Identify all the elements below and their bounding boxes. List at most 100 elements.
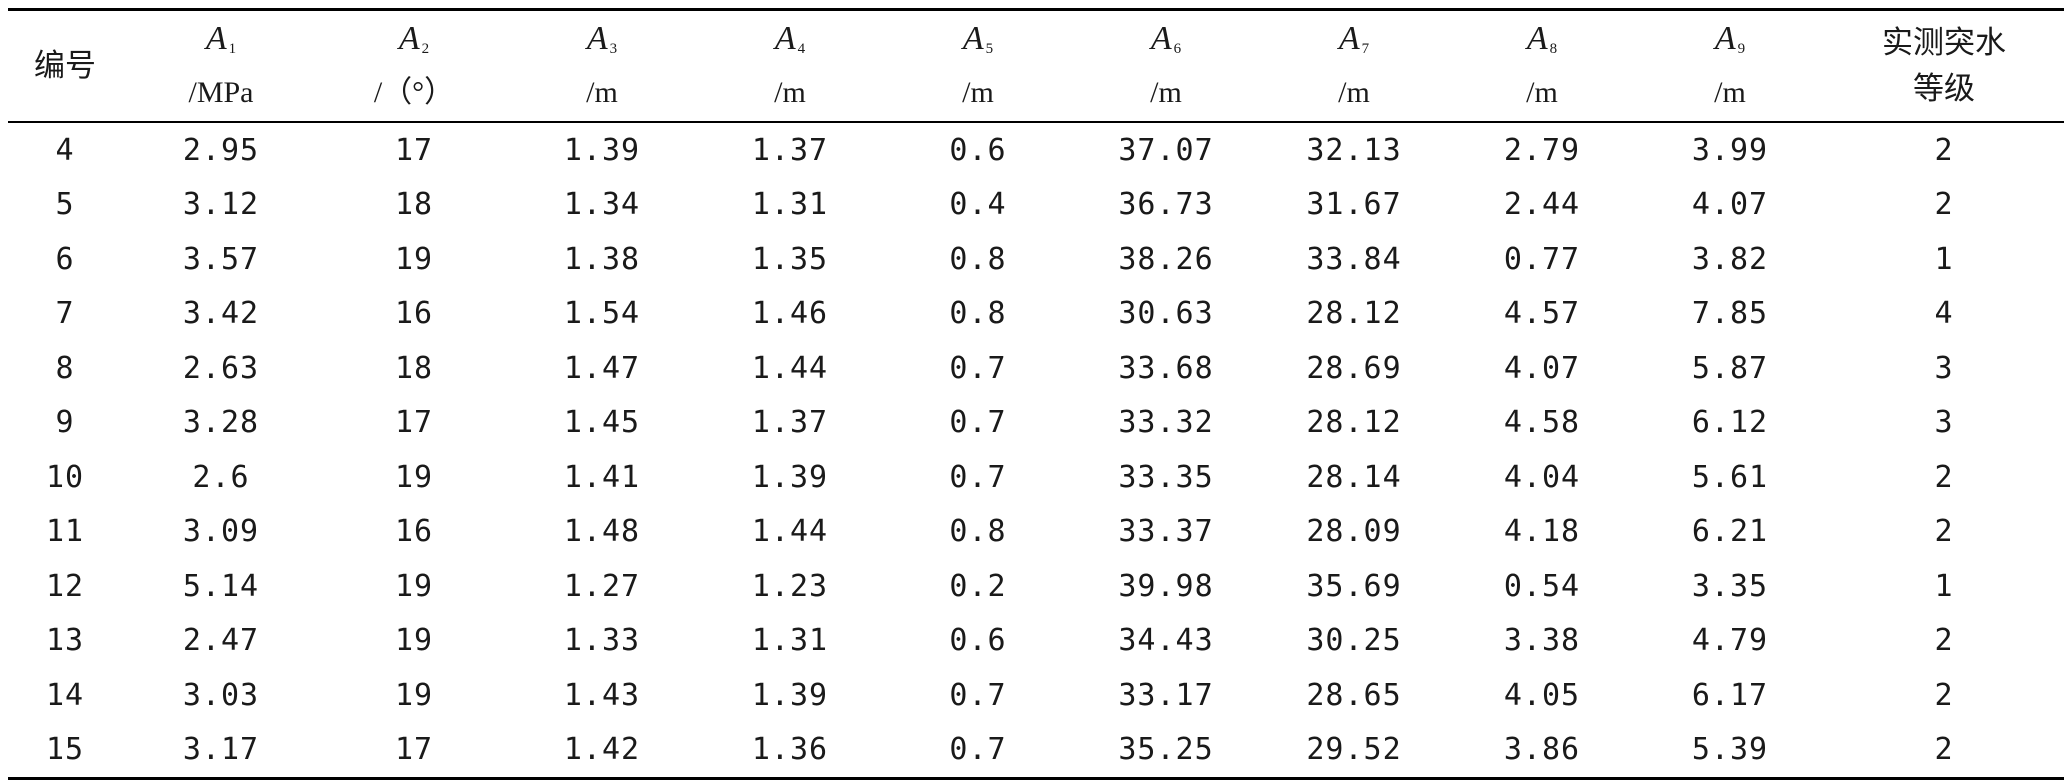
table-cell: 3.42 [182, 296, 260, 332]
row-id-cell: 5 [55, 187, 75, 223]
table-cell: 17 [320, 722, 508, 780]
table-cell: 35.69 [1306, 568, 1402, 604]
table-cell: 31.67 [1306, 187, 1402, 223]
column-header-unit: /m [1714, 76, 1746, 109]
table-cell: 19 [394, 459, 434, 495]
table-cell: 4.18 [1503, 514, 1581, 550]
table-cell: 5.14 [182, 568, 260, 604]
row-id-cell: 12 [45, 568, 85, 604]
table-cell: 4.05 [1503, 677, 1581, 713]
column-header-10: 实测突水 等级 [1824, 8, 2064, 123]
table-cell: 4.04 [1503, 459, 1581, 495]
variable-subscript: 8 [1549, 41, 1558, 57]
row-id-cell: 14 [45, 677, 85, 713]
table-cell: 38.26 [1118, 241, 1214, 277]
table-cell: 0.7 [949, 677, 1007, 713]
table-cell: 3.28 [182, 405, 260, 441]
table-cell: 2.79 [1503, 132, 1581, 168]
table-row: 14 3.03 19 1.43 1.39 0.7 33.17 28.65 4.05 6.17 2 [8, 668, 2064, 723]
row-id-cell: 6 [55, 241, 75, 277]
variable-symbol: A [1150, 20, 1172, 57]
table-cell: 39.98 [1118, 568, 1214, 604]
table-cell: 2.95 [182, 132, 260, 168]
table-cell: 2.47 [182, 623, 260, 659]
table-row: 7 3.42 16 1.54 1.46 0.8 30.63 28.12 4.57 7.85 4 [8, 287, 2064, 342]
table-cell: 1.31 [751, 623, 829, 659]
variable-subscript: 2 [421, 41, 430, 57]
table-cell: 29.52 [1260, 722, 1448, 780]
column-header-8: A 8/m [1448, 8, 1636, 123]
table-cell: 6.21 [1691, 514, 1769, 550]
table-cell: 17 [394, 405, 434, 441]
table-cell: 0.7 [949, 459, 1007, 495]
table-cell: 7.85 [1691, 296, 1769, 332]
table-row: 9 3.28 17 1.45 1.37 0.7 33.32 28.12 4.58 6.12 3 [8, 396, 2064, 451]
table-cell: 28.65 [1306, 677, 1402, 713]
table-cell: 2.6 [192, 459, 250, 495]
table-cell: 6.17 [1691, 677, 1769, 713]
table-cell: 1.39 [751, 459, 829, 495]
table-cell: 32.13 [1306, 132, 1402, 168]
table-cell: 3.86 [1448, 722, 1636, 780]
table-cell: 0.77 [1503, 241, 1581, 277]
table-row: 15 3.17 17 1.42 1.36 0.7 35.25 29.52 3.86 5.39 2 [8, 722, 2064, 780]
variable-subscript: 6 [1173, 41, 1182, 57]
column-header-unit: /m [962, 76, 994, 109]
table-cell: 33.17 [1118, 677, 1214, 713]
table-cell: 19 [394, 241, 434, 277]
variable-symbol: A [1338, 20, 1360, 57]
table-cell: 1.43 [563, 677, 641, 713]
column-header-4: A 4/m [696, 8, 884, 123]
variable-symbol: A [586, 20, 608, 57]
column-header-label: 实测突水 [1882, 25, 2006, 61]
row-id-cell: 15 [8, 722, 122, 780]
table-cell: 4.57 [1503, 296, 1581, 332]
table-cell: 2 [1934, 623, 1954, 659]
column-header-unit: /m [1338, 76, 1370, 109]
table-cell: 1.42 [508, 722, 696, 780]
variable-symbol: A [1526, 20, 1548, 57]
table-row: 10 2.6 19 1.41 1.39 0.7 33.35 28.14 4.04 5.61 2 [8, 450, 2064, 505]
table-cell: 0.6 [949, 623, 1007, 659]
table-row: 12 5.14 19 1.27 1.23 0.2 39.98 35.69 0.54 3.35 1 [8, 559, 2064, 614]
table-row: 4 2.95 17 1.39 1.37 0.6 37.07 32.13 2.79 3.99 2 [8, 122, 2064, 178]
table-cell: 33.32 [1118, 405, 1214, 441]
variable-subscript: 1 [228, 41, 237, 57]
column-header-label-line2: 等级 [1913, 71, 1975, 107]
table-cell: 1.46 [751, 296, 829, 332]
table-cell: 30.25 [1306, 623, 1402, 659]
row-id-cell: 11 [45, 514, 85, 550]
column-header-2: A 2 /（°） [320, 8, 508, 123]
table-cell: 0.6 [949, 132, 1007, 168]
table-cell: 36.73 [1118, 187, 1214, 223]
table-cell: 1.37 [751, 132, 829, 168]
table-cell: 1.39 [751, 677, 829, 713]
table-cell: 3.99 [1691, 132, 1769, 168]
column-header-unit: /m [1526, 76, 1558, 109]
table-cell: 16 [394, 514, 434, 550]
variable-symbol: A [774, 20, 796, 57]
table-cell: 2.63 [182, 350, 260, 386]
variable-symbol: A [205, 20, 227, 57]
table-cell: 1.54 [563, 296, 641, 332]
table-cell: 1.33 [563, 623, 641, 659]
variable-subscript: 7 [1361, 41, 1370, 57]
table-cell: 33.37 [1118, 514, 1214, 550]
column-header-5: A 5/m [884, 8, 1072, 123]
variable-symbol: A [1714, 20, 1736, 57]
table-cell: 28.12 [1306, 405, 1402, 441]
table-body: 4 2.95 17 1.39 1.37 0.6 37.07 32.13 2.79 3.99 2 5 3.… [8, 122, 2064, 780]
variable-symbol: A [962, 20, 984, 57]
table-cell: 0.4 [949, 187, 1007, 223]
table-cell: 2 [1934, 187, 1954, 223]
variable-subscript: 3 [609, 41, 618, 57]
table-cell: 19 [394, 677, 434, 713]
table-cell: 28.09 [1306, 514, 1402, 550]
table-cell: 2 [1934, 514, 1954, 550]
table-cell: 30.63 [1118, 296, 1214, 332]
column-header-unit: /m [774, 76, 806, 109]
